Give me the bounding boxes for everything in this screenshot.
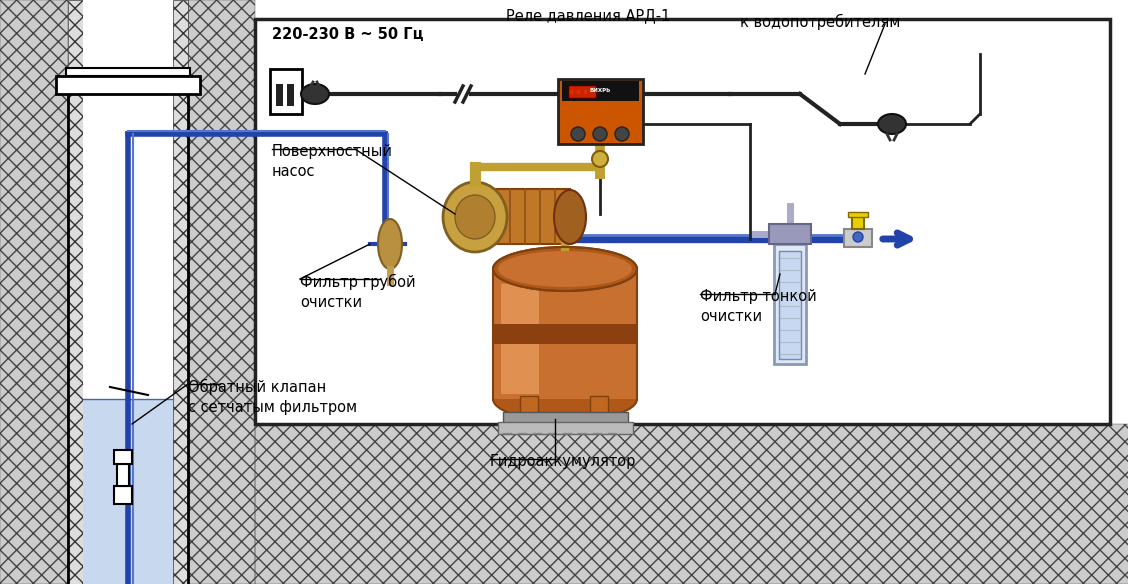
- Bar: [774, 244, 807, 364]
- Bar: [779, 251, 801, 359]
- Bar: [276, 84, 283, 106]
- Ellipse shape: [853, 232, 863, 242]
- Bar: [0, 0, 68, 584]
- Text: Обратный клапан
с сетчатым фильтром: Обратный клапан с сетчатым фильтром: [188, 379, 358, 415]
- Text: Фильтр тонкой
очистки: Фильтр тонкой очистки: [700, 289, 817, 324]
- Bar: [0, 0, 68, 584]
- Bar: [173, 0, 188, 584]
- Bar: [493, 324, 638, 344]
- Bar: [67, 68, 190, 76]
- Bar: [83, 0, 173, 399]
- Bar: [501, 284, 539, 394]
- Bar: [56, 76, 200, 94]
- Bar: [188, 0, 255, 584]
- Bar: [848, 212, 869, 217]
- Text: 8: 8: [570, 89, 573, 95]
- Ellipse shape: [443, 182, 506, 252]
- Bar: [562, 81, 638, 101]
- Ellipse shape: [455, 195, 495, 239]
- Text: ВИХРЬ: ВИХРЬ: [589, 88, 610, 92]
- Ellipse shape: [493, 247, 637, 291]
- Bar: [503, 412, 628, 424]
- Ellipse shape: [301, 84, 329, 104]
- Ellipse shape: [497, 251, 632, 287]
- Ellipse shape: [493, 377, 637, 421]
- Bar: [852, 215, 864, 229]
- Text: Гидроаккумулятор: Гидроаккумулятор: [490, 454, 636, 469]
- Bar: [481, 189, 570, 244]
- Ellipse shape: [878, 114, 906, 134]
- Text: 8: 8: [583, 89, 587, 95]
- Bar: [117, 464, 129, 486]
- Bar: [844, 229, 872, 247]
- Bar: [188, 0, 255, 584]
- Text: Реле давления АРД-1: Реле давления АРД-1: [506, 8, 670, 23]
- Text: 8: 8: [576, 89, 580, 95]
- Bar: [114, 486, 132, 504]
- Text: Поверхностный
насос: Поверхностный насос: [272, 144, 393, 179]
- Bar: [520, 396, 538, 414]
- Bar: [83, 399, 173, 584]
- Ellipse shape: [378, 219, 402, 269]
- Bar: [569, 85, 596, 98]
- Bar: [558, 79, 643, 144]
- Ellipse shape: [593, 127, 607, 141]
- Bar: [255, 424, 1128, 584]
- Text: 220-230 В ~ 50 Гц: 220-230 В ~ 50 Гц: [272, 27, 423, 42]
- Bar: [68, 0, 83, 584]
- Bar: [68, 0, 188, 584]
- Bar: [493, 269, 638, 399]
- Bar: [255, 19, 1110, 424]
- Ellipse shape: [615, 127, 629, 141]
- Ellipse shape: [554, 190, 587, 244]
- Bar: [590, 396, 608, 414]
- Bar: [497, 422, 633, 434]
- Ellipse shape: [592, 151, 608, 167]
- Text: к водопотребителям: к водопотребителям: [740, 14, 900, 30]
- Ellipse shape: [571, 127, 585, 141]
- Bar: [255, 424, 1128, 584]
- Text: Фильтр грубой
очистки: Фильтр грубой очистки: [300, 274, 415, 310]
- Bar: [270, 69, 302, 114]
- Bar: [114, 450, 132, 464]
- Bar: [769, 224, 811, 244]
- Bar: [287, 84, 294, 106]
